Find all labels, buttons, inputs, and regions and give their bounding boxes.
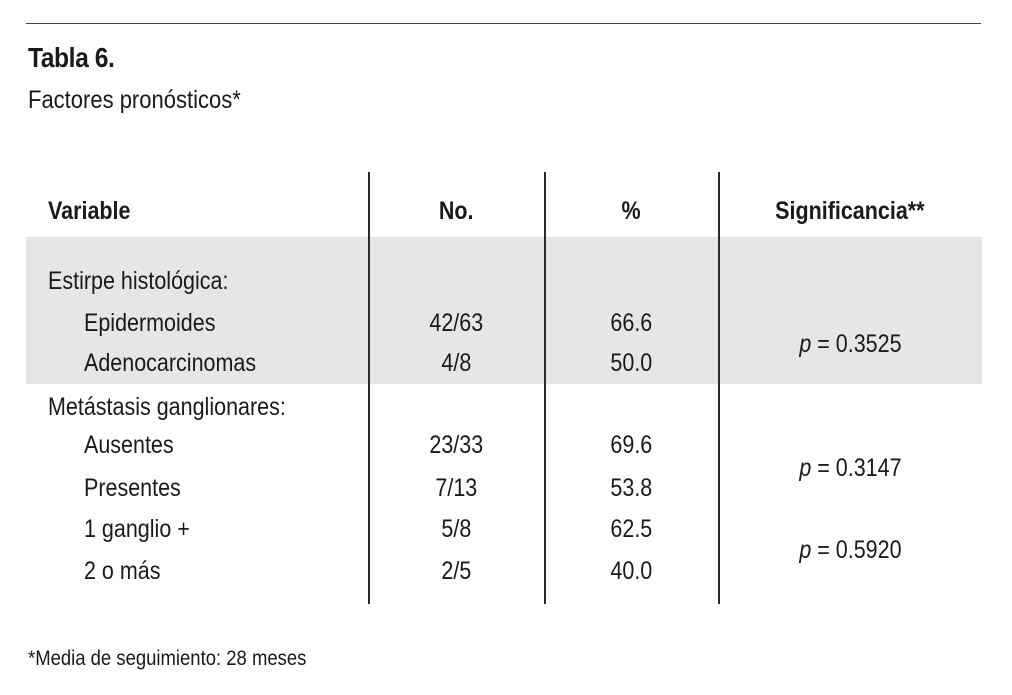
row-pct: 66.6	[610, 309, 652, 337]
shaded-band	[26, 237, 982, 384]
column-divider	[368, 172, 370, 604]
significance-value: p = 0.3525	[798, 330, 902, 358]
row-pct: 69.6	[610, 431, 652, 459]
row-no: 23/33	[429, 431, 483, 459]
row-no: 4/8	[441, 349, 471, 377]
row-no: 7/13	[435, 474, 477, 502]
row-no: 42/63	[429, 309, 483, 337]
significance-value: p = 0.3147	[798, 454, 902, 482]
row-variable: 1 ganglio +	[84, 515, 190, 543]
row-variable: Adenocarcinomas	[84, 349, 257, 377]
significance-value: p = 0.5920	[798, 536, 902, 564]
row-pct: 62.5	[610, 515, 652, 543]
row-pct: 50.0	[610, 349, 652, 377]
column-divider	[544, 172, 546, 604]
group-title: Estirpe histológica:	[48, 267, 229, 295]
header-significance: Significancia**	[775, 197, 925, 225]
row-variable: Epidermoides	[84, 309, 216, 337]
top-rule	[26, 23, 981, 24]
row-variable: Ausentes	[84, 431, 174, 459]
row-pct: 40.0	[610, 557, 652, 585]
row-pct: 53.8	[610, 474, 652, 502]
table-caption: Factores pronósticos*	[28, 86, 241, 114]
header-variable: Variable	[48, 197, 131, 225]
footnote: *Media de seguimiento: 28 meses	[28, 647, 307, 670]
row-no: 2/5	[441, 557, 471, 585]
row-no: 5/8	[441, 515, 471, 543]
table-label: Tabla 6.	[28, 42, 115, 73]
header-no: No.	[438, 197, 474, 225]
column-divider	[718, 172, 720, 604]
header-pct: %	[621, 197, 641, 225]
row-variable: Presentes	[84, 474, 181, 502]
group-title: Metástasis ganglionares:	[48, 393, 286, 421]
row-variable: 2 o más	[84, 557, 161, 585]
